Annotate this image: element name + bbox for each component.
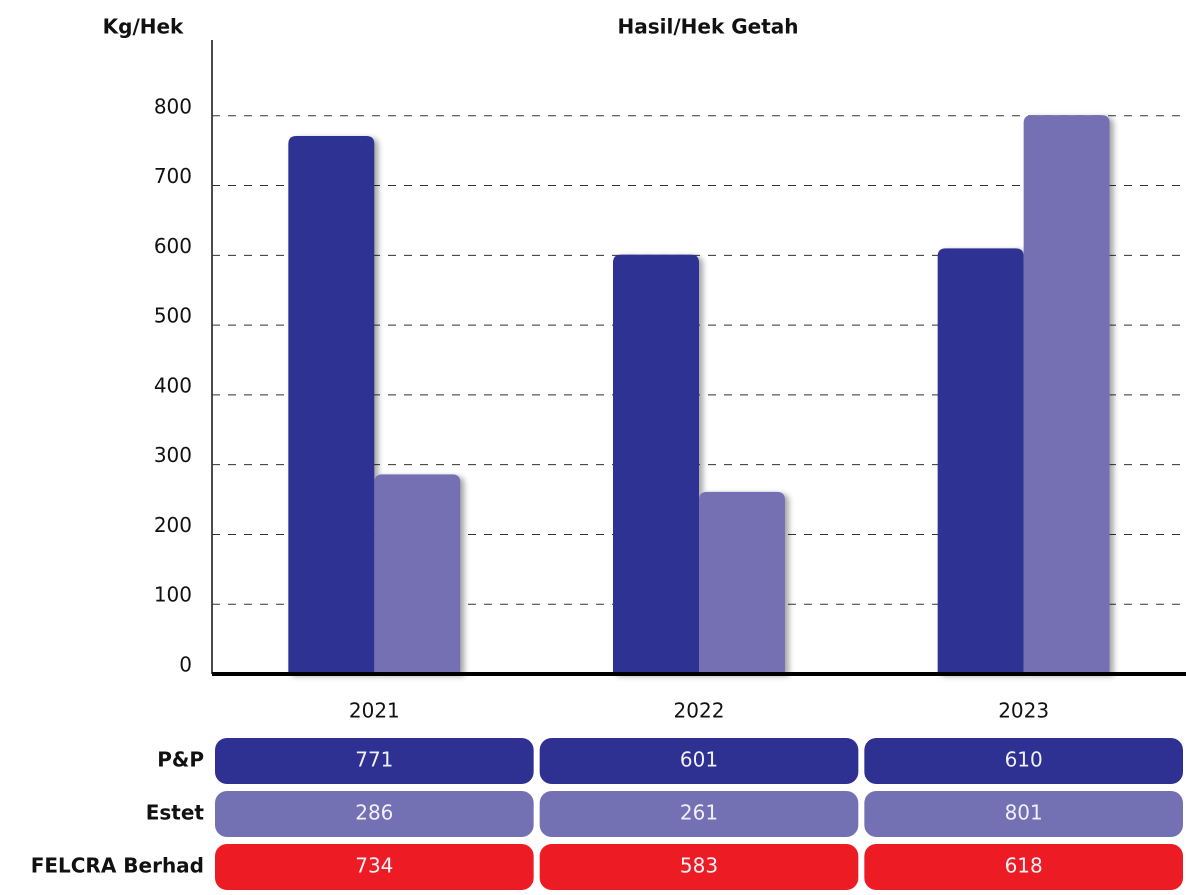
table-value: 610 bbox=[1005, 748, 1043, 772]
x-tick-label: 2022 bbox=[674, 699, 725, 723]
x-tick-label: 2023 bbox=[998, 699, 1049, 723]
table-cell bbox=[539, 844, 859, 890]
bar bbox=[374, 474, 461, 674]
bar bbox=[937, 248, 1024, 674]
table-cell bbox=[864, 791, 1183, 837]
chart-title: Hasil/Hek Getah bbox=[618, 15, 799, 39]
y-tick-label: 200 bbox=[154, 513, 192, 537]
x-tick-label: 2021 bbox=[349, 699, 400, 723]
table-cell bbox=[215, 738, 534, 784]
table-value: 618 bbox=[1005, 854, 1043, 878]
y-tick-label: 300 bbox=[154, 443, 192, 467]
y-tick-label: 500 bbox=[154, 304, 192, 328]
bar bbox=[699, 491, 785, 674]
y-axis-label: Kg/Hek bbox=[103, 15, 184, 39]
y-tick-label: 800 bbox=[154, 94, 192, 118]
table-cell bbox=[215, 791, 534, 837]
table-value: 261 bbox=[680, 801, 718, 825]
bar bbox=[613, 254, 699, 674]
table-value: 801 bbox=[1005, 801, 1043, 825]
table-cell bbox=[215, 844, 534, 890]
legend-label: P&P bbox=[157, 748, 204, 772]
table-value: 734 bbox=[355, 854, 393, 878]
table-cell bbox=[539, 791, 859, 837]
table-value: 771 bbox=[355, 748, 393, 772]
bar bbox=[1023, 115, 1110, 674]
legend-label: FELCRA Berhad bbox=[31, 854, 204, 878]
y-tick-label: 700 bbox=[154, 164, 192, 188]
table-value: 286 bbox=[355, 801, 393, 825]
y-tick-label: 600 bbox=[154, 234, 192, 258]
bar bbox=[288, 136, 375, 675]
table-cell bbox=[864, 844, 1183, 890]
table-value: 601 bbox=[680, 748, 718, 772]
y-tick-label: 0 bbox=[179, 653, 192, 677]
legend-label: Estet bbox=[146, 801, 205, 825]
table-cell bbox=[539, 738, 859, 784]
table-value: 583 bbox=[680, 854, 718, 878]
table-cell bbox=[864, 738, 1183, 784]
y-tick-label: 100 bbox=[154, 583, 192, 607]
y-tick-label: 400 bbox=[154, 373, 192, 397]
